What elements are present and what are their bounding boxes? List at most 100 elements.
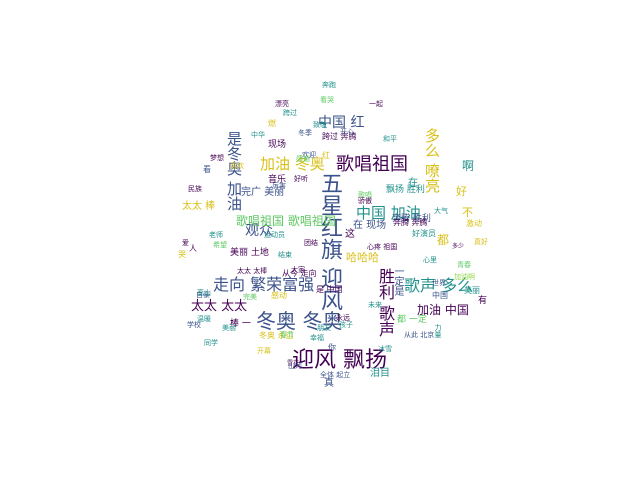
cloud-word: 燃 [268,119,276,128]
cloud-word: 都 一定 [397,315,427,325]
cloud-word: 奔腾 奔腾 [393,218,428,227]
cloud-word: 心里 [423,256,437,264]
cloud-word: 中国 红 [318,115,365,131]
cloud-word: 全体 起立 [320,371,351,379]
cloud-word: 都 [437,233,450,247]
cloud-word: 你 [328,343,336,352]
cloud-word: 棒 一 [230,319,251,329]
cloud-word: 永远 [336,314,350,322]
cloud-word: 红 [322,151,330,160]
cloud-word: 喜欢 [230,162,244,170]
cloud-word: 啊 [462,159,475,173]
cloud-word: 温暖 [197,315,211,323]
cloud-word: 这 [345,229,355,240]
cloud-word: 泪目 [370,368,390,379]
cloud-word: 雪花 [287,360,300,367]
cloud-word: 从今 走向 [282,269,317,278]
cloud-word: 歌唱 [358,191,372,199]
cloud-word: 运动员 [264,231,285,239]
cloud-word: 太太 太棒 [237,267,268,275]
cloud-word: 民族 [188,185,202,193]
cloud-word: 孩子 [339,321,353,329]
cloud-word: 冬奥 永远 [259,331,294,340]
cloud-word: 欢迎 [302,151,316,159]
cloud-word: 太太 棒 [182,201,216,212]
cloud-word: 团结 [304,239,318,247]
cloud-word: 中国 加油 [356,204,421,222]
cloud-word: 五星红旗 迎风 [317,172,342,311]
cloud-word: 真好 [474,238,488,246]
cloud-word: 完美 [243,293,257,301]
cloud-word: 歌唱祖国 [336,154,408,175]
cloud-word: 跨过 [283,109,297,117]
cloud-word: 看哭 [320,96,334,104]
cloud-word: 学校 [187,321,201,329]
cloud-word: 飘扬 胜利 [386,185,425,195]
cloud-word: 人 [189,244,197,253]
cloud-word: 激动 [466,219,482,228]
cloud-word: 是 中国 [316,285,343,294]
cloud-word: 在 现场 [353,220,387,231]
cloud-word: 有 [478,296,488,306]
cloud-word: 感谢 [296,155,310,163]
cloud-word: 好 [456,185,467,198]
cloud-word: 不 [462,206,473,219]
cloud-word: 哭 [178,250,186,259]
cloud-word: 加油 冬奥 [260,155,325,173]
cloud-word: 冬奥 冬奥 [256,309,343,333]
cloud-word: 自豪 [196,291,210,299]
cloud-word: 高山 [197,289,211,297]
cloud-word: 开幕 [257,347,271,355]
cloud-word: 加油啊 [454,273,475,281]
cloud-word: 世界 [432,279,446,287]
cloud-word: 开心 [340,128,354,136]
cloud-word: 太太 太太 [191,299,248,314]
cloud-word: 真 [324,378,334,389]
cloud-word: 美丽 [464,286,480,295]
cloud-word: 奔腾 胜利 [392,214,431,224]
cloud-word: 观众 [245,223,273,239]
cloud-word: 从此 北京 [404,331,435,339]
cloud-word: 希望 [213,241,227,249]
cloud-word: 看 [203,165,211,174]
cloud-word: 走向 繁荣富强 [213,275,315,294]
cloud-word: 致敬 [313,121,327,129]
cloud-word: 在 [408,178,418,189]
cloud-word: 爱 [182,239,189,247]
cloud-word: 骄傲 [358,197,372,205]
cloud-word: 音乐 [268,175,287,185]
cloud-word: 梦想 [210,154,224,162]
cloud-word: 多么 嘹亮 [423,128,441,193]
cloud-word: 歌唱祖国 歌唱祖国 [236,214,336,228]
cloud-word: 好演员 [412,229,436,238]
cloud-word: 漂亮 [275,100,289,108]
cloud-word: 和平 [383,135,397,143]
cloud-word: 老师 [209,231,223,239]
cloud-word: 幸福 [310,334,324,342]
cloud-word: 未来 [368,301,382,309]
cloud-word: 好听 [294,175,308,183]
cloud-word: 哈哈哈 [346,251,379,264]
cloud-word: 美丽 [222,324,236,332]
cloud-word: 中华 [251,131,265,139]
cloud-word: 春节 [280,331,294,339]
cloud-word: 多少 [452,243,465,250]
cloud-word: 现场 [268,140,287,150]
cloud-word: 是冬奥 加油 [225,131,243,211]
cloud-word: 冰雪 [378,345,392,353]
cloud-word: 朋友 [317,324,331,332]
cloud-word: 山河 [288,362,302,370]
cloud-word: 胜利 歌声 [376,268,395,338]
cloud-word: 感动 [271,291,287,300]
cloud-word: 完广 美丽 [241,187,285,198]
cloud-word: 一定是 [392,266,403,296]
cloud-word: 歌声 多么 [404,276,474,295]
cloud-word: 力量 [434,324,442,338]
cloud-word: 同学 [204,339,218,347]
cloud-word: 一起 [369,100,383,108]
cloud-word: 心疼 祖国 [367,243,398,251]
cloud-word: 结束 [278,251,292,259]
cloud-word: 大家 [291,266,305,274]
cloud-word: 厉害 [272,182,286,190]
